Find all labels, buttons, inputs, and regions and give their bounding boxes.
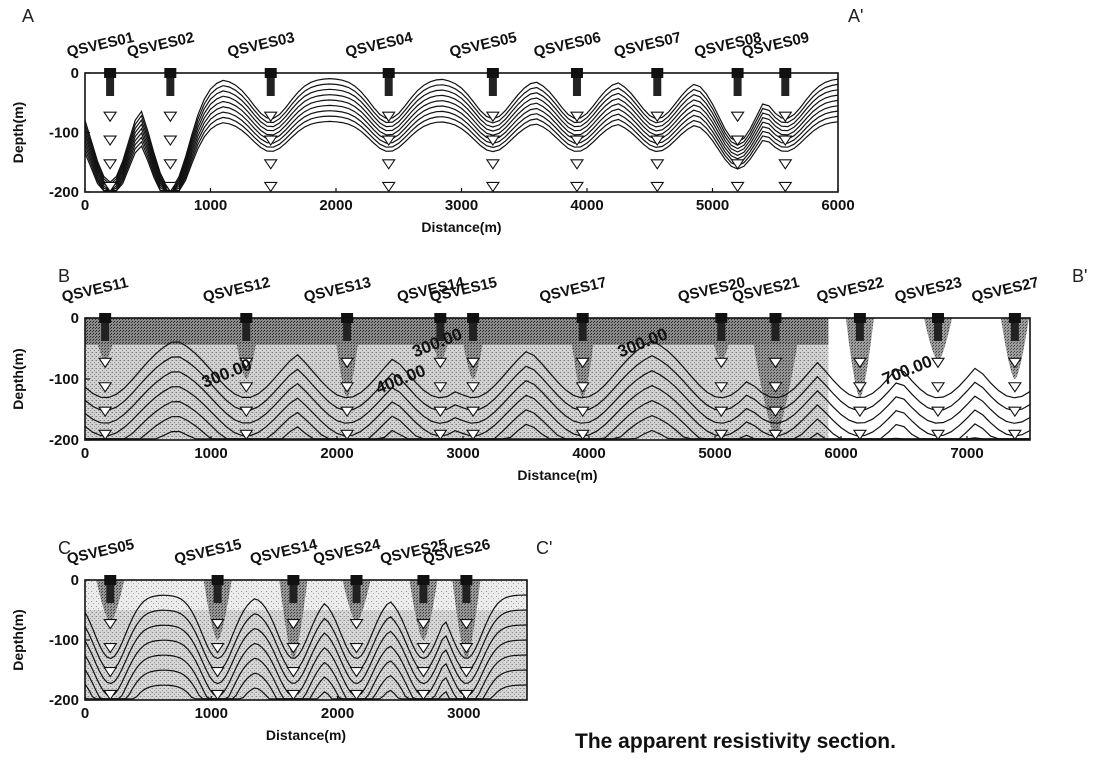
y-axis-title: Depth(m) — [10, 102, 26, 163]
section-start-label: A — [22, 6, 34, 26]
station-label: QSVES22 — [815, 274, 885, 306]
x-tick-label: 0 — [81, 705, 89, 722]
x-tick-label: 3000 — [446, 445, 479, 462]
station-label: QSVES06 — [532, 29, 602, 61]
station-label: QSVES23 — [893, 274, 963, 306]
x-tick-label: 2000 — [320, 445, 353, 462]
y-tick-label: 0 — [71, 572, 79, 589]
x-tick-label: 4000 — [570, 197, 603, 214]
y-tick-label: -100 — [49, 371, 79, 388]
station-label: QSVES04 — [344, 29, 415, 61]
section-end-label: A' — [848, 6, 863, 26]
section-3: QSVES05 QSVES15 QSVES14QSVES24QSVES25QSVES… — [10, 536, 552, 743]
x-tick-label: 0 — [81, 197, 89, 214]
x-axis-title: Distance(m) — [421, 219, 501, 235]
station-marker — [340, 313, 355, 441]
station-label: QSVES05 — [448, 29, 518, 61]
section-end-label: B' — [1072, 266, 1087, 286]
x-tick-label: 5000 — [698, 445, 731, 462]
station-label: QSVES24 — [312, 536, 383, 568]
station-label: QSVES15 — [173, 536, 243, 568]
section-start-label: C — [58, 538, 71, 558]
y-tick-label: -100 — [49, 125, 79, 142]
x-tick-label: 2000 — [321, 705, 354, 722]
y-tick-label: -100 — [49, 632, 79, 649]
station-label: QSVES11 — [60, 274, 130, 306]
y-axis-title: Depth(m) — [10, 348, 26, 409]
station-label: QSVES12 — [201, 274, 271, 306]
station-label: QSVES13 — [302, 274, 372, 306]
y-tick-label: -200 — [49, 432, 79, 449]
x-tick-label: 0 — [81, 445, 89, 462]
station-label: QSVES17 — [538, 274, 608, 306]
y-tick-label: -200 — [49, 692, 79, 709]
x-tick-label: 3000 — [447, 705, 480, 722]
contour-field — [85, 73, 838, 192]
figure-caption: The apparent resistivity section. — [575, 730, 896, 753]
x-tick-label: 3000 — [445, 197, 478, 214]
x-tick-label: 4000 — [572, 445, 605, 462]
contour-field — [85, 580, 527, 700]
y-axis-title: Depth(m) — [10, 609, 26, 670]
y-tick-label: -200 — [49, 184, 79, 201]
station-marker — [381, 68, 396, 193]
station-label: QSVES02 — [125, 29, 195, 61]
y-tick-label: 0 — [71, 310, 79, 327]
x-tick-label: 6000 — [821, 197, 854, 214]
x-tick-label: 7000 — [950, 445, 983, 462]
section-end-label: C' — [536, 538, 552, 558]
x-tick-label: 1000 — [194, 445, 227, 462]
x-tick-label: 6000 — [824, 445, 857, 462]
x-tick-label: 1000 — [195, 705, 228, 722]
x-tick-label: 1000 — [194, 197, 227, 214]
station-label: QSVES07 — [612, 29, 682, 61]
station-label: QSVES14 — [248, 536, 319, 568]
x-axis-title: Distance(m) — [517, 467, 597, 483]
station-label: QSVES27 — [970, 274, 1040, 306]
section-start-label: B — [58, 266, 70, 286]
station-label: QSVES03 — [226, 29, 296, 61]
x-tick-label: 5000 — [696, 197, 729, 214]
y-tick-label: 0 — [71, 65, 79, 82]
x-axis-title: Distance(m) — [266, 727, 346, 743]
station-label: QSVES05 — [65, 536, 135, 568]
x-tick-label: 2000 — [319, 197, 352, 214]
